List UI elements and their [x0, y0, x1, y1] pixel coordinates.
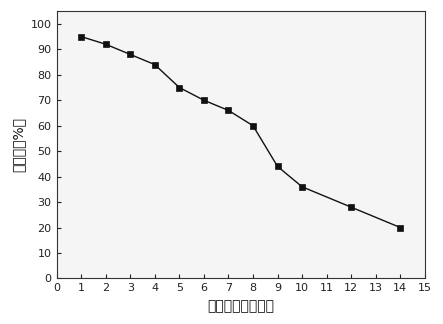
Y-axis label: 降解率（%）: 降解率（%） — [11, 117, 25, 172]
X-axis label: 降解时间（分钟）: 降解时间（分钟） — [207, 299, 274, 313]
